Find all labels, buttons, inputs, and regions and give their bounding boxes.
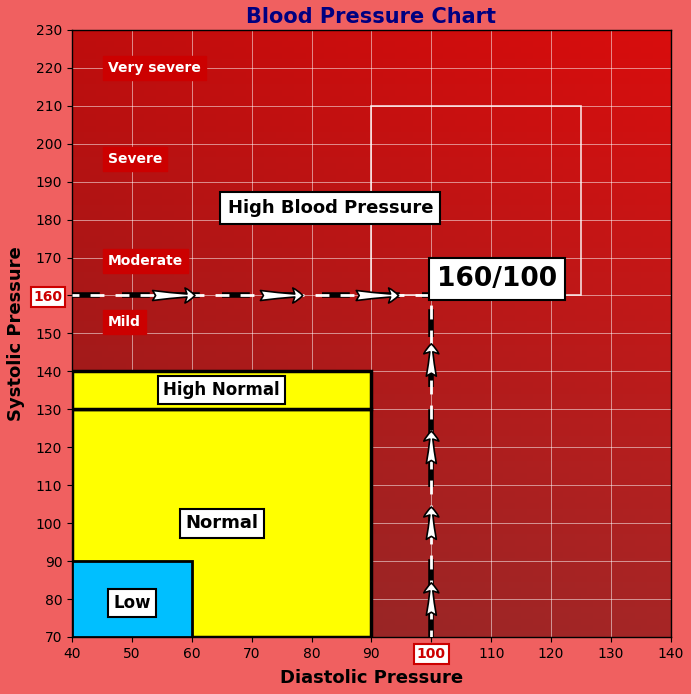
Bar bbox=[72, 561, 192, 637]
Text: Very severe: Very severe bbox=[108, 61, 201, 75]
Title: Blood Pressure Chart: Blood Pressure Chart bbox=[247, 7, 496, 27]
X-axis label: Diastolic Pressure: Diastolic Pressure bbox=[280, 669, 463, 687]
Y-axis label: Systolic Pressure: Systolic Pressure bbox=[7, 246, 25, 421]
Bar bbox=[72, 371, 372, 409]
Text: High Blood Pressure: High Blood Pressure bbox=[228, 199, 433, 217]
Text: Low: Low bbox=[113, 594, 151, 612]
Text: Severe: Severe bbox=[108, 152, 162, 166]
Text: Normal: Normal bbox=[185, 514, 258, 532]
Text: 160/100: 160/100 bbox=[437, 266, 558, 291]
Bar bbox=[372, 105, 581, 296]
Text: Mild: Mild bbox=[108, 315, 141, 329]
Bar bbox=[72, 409, 372, 637]
Text: Moderate: Moderate bbox=[108, 254, 183, 269]
Text: High Normal: High Normal bbox=[163, 382, 280, 399]
